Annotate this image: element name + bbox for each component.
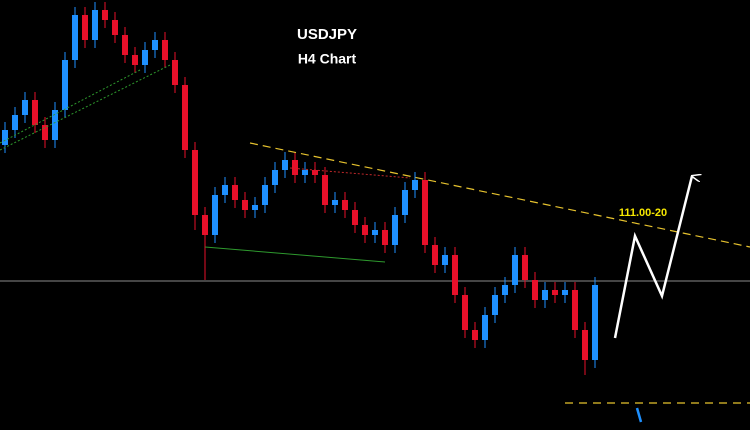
candle-body	[542, 290, 548, 300]
candle-body	[162, 40, 168, 60]
candle-body	[462, 295, 468, 330]
candle-body	[292, 160, 298, 175]
candle-body	[82, 15, 88, 40]
trend-line	[289, 167, 411, 179]
candle-body	[562, 290, 568, 295]
candle-body	[322, 175, 328, 205]
candle-body	[442, 255, 448, 265]
level-annotation: 111.00-20	[619, 207, 667, 219]
candle-body	[362, 225, 368, 235]
candle-body	[392, 215, 398, 245]
candle-body	[332, 200, 338, 205]
candle-body	[492, 295, 498, 315]
candle-body	[32, 100, 38, 125]
trend-line	[249, 142, 750, 248]
candle-body	[112, 20, 118, 35]
candle-body	[382, 230, 388, 245]
candle-body	[452, 255, 458, 295]
candle-body	[472, 330, 478, 340]
small-arrow	[635, 407, 643, 423]
candle-body	[12, 115, 18, 130]
candle-body	[202, 215, 208, 235]
candle-body	[2, 130, 8, 145]
candle-body	[62, 60, 68, 110]
candle-body	[222, 185, 228, 195]
candle-body	[402, 190, 408, 215]
candle-body	[232, 185, 238, 200]
candle-body	[312, 170, 318, 175]
chart-title: USDJPY	[297, 26, 357, 43]
candle-body	[252, 205, 258, 210]
candle-body	[42, 125, 48, 140]
candle-body	[122, 35, 128, 55]
candle-body	[92, 10, 98, 40]
candle-body	[142, 50, 148, 65]
candle-body	[212, 195, 218, 235]
candle-body	[522, 255, 528, 280]
candle-body	[422, 180, 428, 245]
candle-body	[372, 230, 378, 235]
candle-body	[242, 200, 248, 210]
candle-body	[302, 170, 308, 175]
candle-body	[192, 150, 198, 215]
candle-body	[552, 290, 558, 295]
candle-body	[502, 285, 508, 295]
candle-body	[512, 255, 518, 285]
candle-body	[272, 170, 278, 185]
candle-body	[72, 15, 78, 60]
candle-body	[352, 210, 358, 225]
candle-body	[132, 55, 138, 65]
candle-body	[342, 200, 348, 210]
candle-body	[432, 245, 438, 265]
candle-body	[412, 180, 418, 190]
candle-body	[572, 290, 578, 330]
candle-body	[152, 40, 158, 50]
chart-subtitle: H4 Chart	[298, 51, 357, 67]
trend-line	[204, 246, 386, 263]
forecast-arrow	[613, 176, 692, 339]
trend-line	[0, 69, 141, 144]
candle-body	[262, 185, 268, 205]
candle-body	[592, 285, 598, 360]
candle-body	[482, 315, 488, 340]
candle-body	[282, 160, 288, 170]
candle-body	[52, 110, 58, 140]
candle-body	[532, 280, 538, 300]
candle-body	[582, 330, 588, 360]
candle-body	[102, 10, 108, 20]
candle-body	[22, 100, 28, 115]
candle-body	[182, 85, 188, 150]
candle-body	[172, 60, 178, 85]
